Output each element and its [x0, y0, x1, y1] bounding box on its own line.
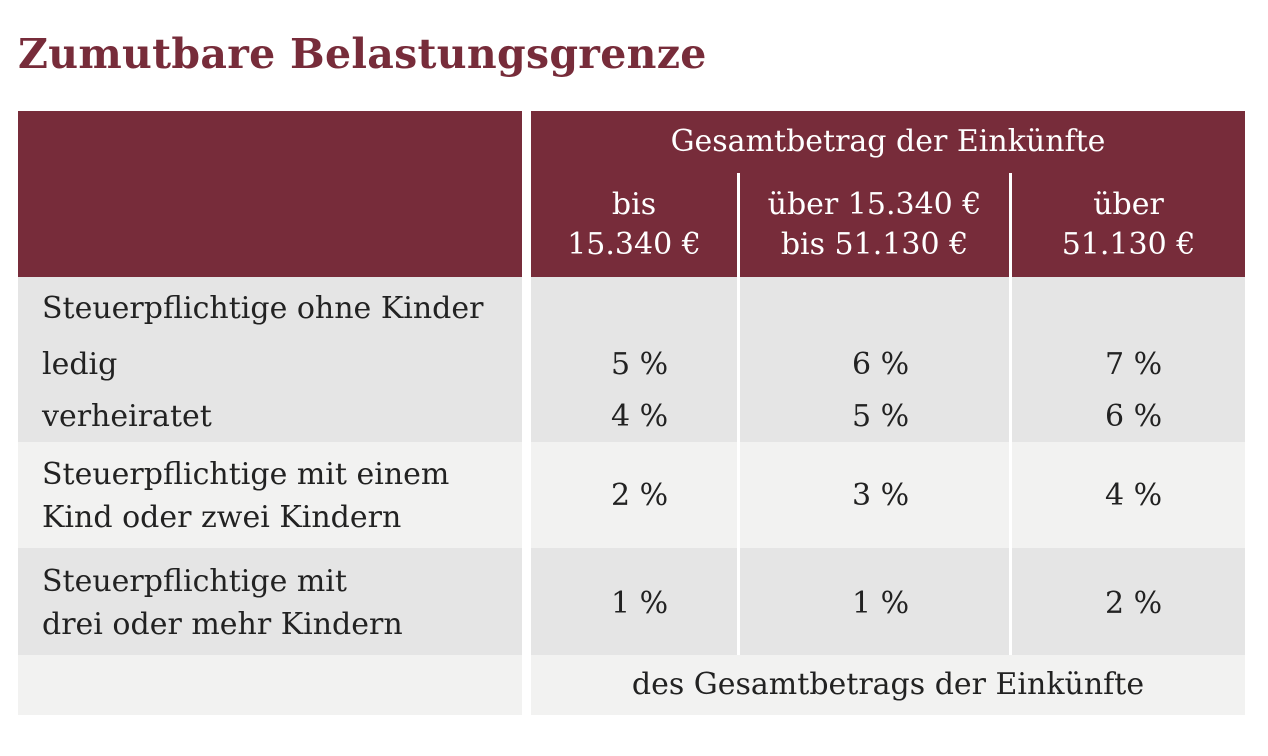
- footer-note: des Gesamtbetrags der Einkünfte: [631, 667, 1145, 702]
- verheiratet-col-2: 5 %: [852, 399, 910, 434]
- one-two-col-1: 2 %: [611, 478, 669, 513]
- row-one-two-children-label: Steuerpflichtige mit einem Kind oder zwe…: [18, 442, 522, 548]
- row-no-children-heading: Steuerpflichtige ohne Kinder: [42, 291, 484, 326]
- row-no-children-values: 5 % 6 % 7 % 4 % 5 % 6 %: [531, 277, 1245, 442]
- row-one-two-children-values: 2 % 3 % 4 %: [531, 442, 1245, 548]
- row-three-plus-children-label: Steuerpflichtige mit drei oder mehr Kind…: [18, 548, 522, 655]
- ledig-col-1: 5 %: [611, 347, 669, 382]
- header-col-2: über 15.340 € bis 51.130 €: [740, 173, 1009, 277]
- row-one-two-children-line2: Kind oder zwei Kindern: [42, 500, 402, 535]
- row-three-plus-line2: drei oder mehr Kindern: [42, 607, 403, 642]
- verheiratet-col-1: 4 %: [611, 399, 669, 434]
- header-empty-cell: [18, 111, 522, 277]
- footer-empty-cell: [18, 655, 522, 715]
- column-divider-1: [737, 173, 740, 655]
- row-three-plus-line1: Steuerpflichtige mit: [42, 564, 347, 599]
- header-col-3-line1: über: [1093, 187, 1164, 222]
- footer-cell: des Gesamtbetrags der Einkünfte: [531, 655, 1245, 715]
- three-plus-col-1: 1 %: [611, 586, 669, 621]
- header-col-1-line2: 15.340 €: [567, 227, 701, 262]
- row-three-plus-children-values: 1 % 1 % 2 %: [531, 548, 1245, 655]
- ledig-col-3: 7 %: [1105, 347, 1163, 382]
- row-verheiratet-label: verheiratet: [42, 399, 212, 434]
- page-title: Zumutbare Belastungsgrenze: [18, 30, 707, 78]
- one-two-col-3: 4 %: [1105, 478, 1163, 513]
- header-col-1: bis 15.340 €: [531, 173, 737, 277]
- three-plus-col-3: 2 %: [1105, 586, 1163, 621]
- header-col-1-line1: bis: [611, 187, 657, 222]
- header-col-2-line1: über 15.340 €: [767, 187, 982, 222]
- row-no-children-label: Steuerpflichtige ohne Kinder ledig verhe…: [18, 277, 522, 442]
- header-group-cell: Gesamtbetrag der Einkünfte: [531, 111, 1245, 173]
- ledig-col-2: 6 %: [852, 347, 910, 382]
- row-ledig-label: ledig: [42, 347, 118, 382]
- header-col-2-line2: bis 51.130 €: [780, 227, 969, 262]
- column-divider-2: [1009, 173, 1012, 655]
- row-one-two-children-line1: Steuerpflichtige mit einem: [42, 457, 450, 492]
- verheiratet-col-3: 6 %: [1105, 399, 1163, 434]
- header-col-3-line2: 51.130 €: [1061, 227, 1196, 262]
- three-plus-col-2: 1 %: [852, 586, 910, 621]
- one-two-col-2: 3 %: [852, 478, 910, 513]
- header-group-label: Gesamtbetrag der Einkünfte: [670, 124, 1106, 159]
- header-col-3: über 51.130 €: [1012, 173, 1245, 277]
